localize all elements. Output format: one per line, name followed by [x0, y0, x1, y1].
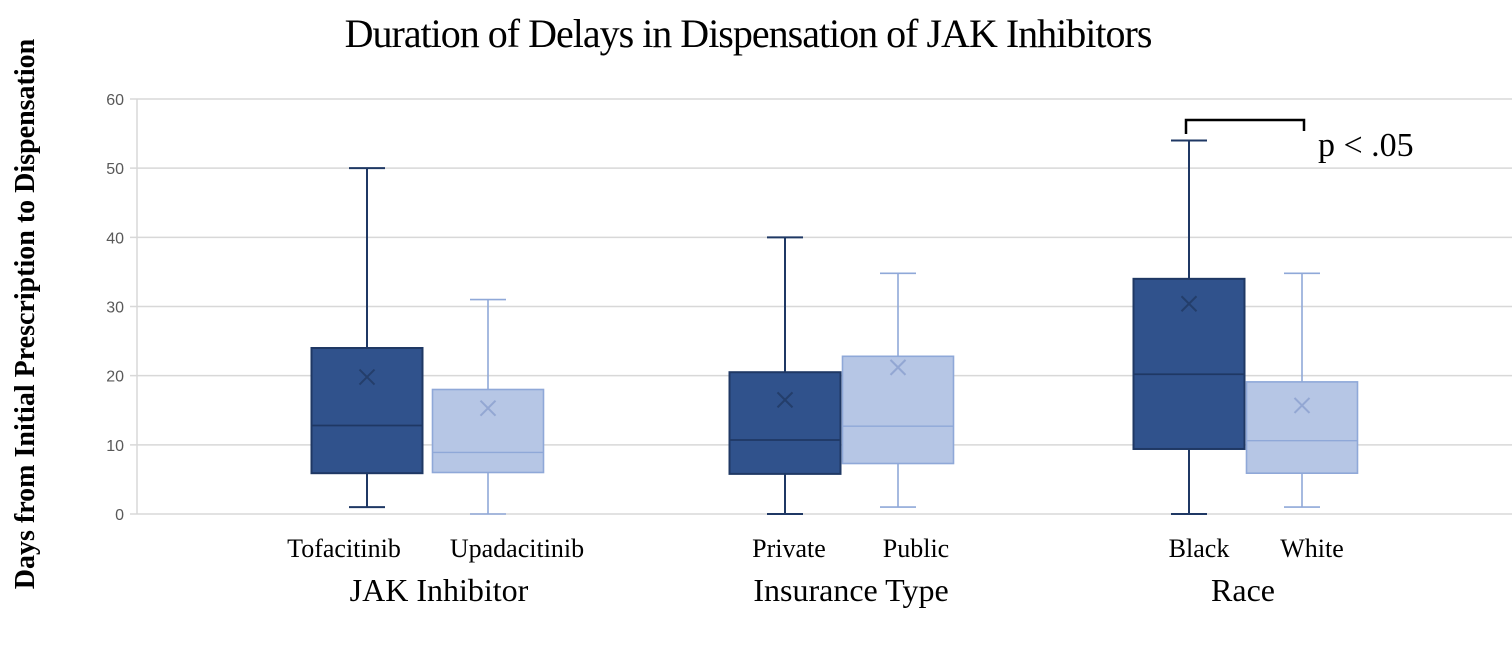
iqr-box-upadacitinib: [431, 388, 545, 474]
boxplot-public: [841, 272, 955, 508]
significance-label: p < .05: [1318, 127, 1414, 164]
mean-marker-tofacitinib: [358, 368, 376, 386]
group-label-insurance-type: Insurance Type: [753, 572, 948, 608]
iqr-box-private: [728, 371, 842, 475]
group-label-jak-inhibitor: JAK Inhibitor: [350, 572, 529, 608]
y-axis-title: Days from Initial Prescription to Dispen…: [10, 38, 41, 589]
iqr-box-tofacitinib: [310, 347, 424, 475]
boxplot-tofacitinib: [310, 167, 424, 509]
boxplot-private: [728, 236, 842, 515]
y-tick-label-50: 50: [106, 161, 124, 178]
y-tick-label-20: 20: [106, 369, 124, 386]
axis-category-labels: Tofacitinib Upadacitinib JAK Inhibitor Priv…: [287, 534, 1344, 608]
mean-marker-public: [889, 359, 907, 376]
boxplot-black: [1132, 139, 1246, 515]
y-tick-label-40: 40: [106, 230, 124, 247]
group-label-race: Race: [1211, 572, 1275, 608]
y-tick-label-0: 0: [115, 507, 124, 524]
mean-marker-upadacitinib: [479, 399, 497, 417]
category-label-tofacitinib: Tofacitinib: [287, 534, 401, 563]
iqr-box-black: [1132, 277, 1246, 450]
y-tick-label-30: 30: [106, 300, 124, 317]
y-tick-label-10: 10: [106, 438, 124, 455]
category-label-black: Black: [1169, 534, 1230, 563]
significance-bracket-layer: [1184, 118, 1306, 134]
boxplot-white: [1245, 272, 1359, 508]
category-label-private: Private: [752, 534, 826, 563]
category-label-white: White: [1280, 534, 1344, 563]
iqr-box-public: [841, 355, 955, 465]
box-layer: [310, 139, 1359, 515]
mean-marker-white: [1293, 397, 1311, 414]
boxplot-upadacitinib: [431, 298, 545, 515]
category-label-public: Public: [883, 534, 949, 563]
category-label-upadacitinib: Upadacitinib: [450, 534, 584, 563]
mean-marker-private: [776, 391, 794, 409]
iqr-box-white: [1245, 381, 1359, 474]
chart-title: Duration of Delays in Dispensation of JA…: [345, 11, 1152, 56]
mean-marker-black: [1180, 295, 1198, 312]
y-tick-label-60: 60: [106, 92, 124, 109]
significance-bracket: [1184, 118, 1306, 134]
